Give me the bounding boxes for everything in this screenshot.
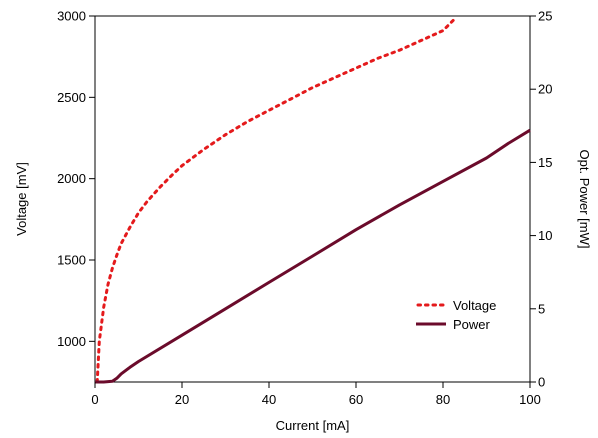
x-tick-label: 40	[262, 392, 276, 407]
y-left-tick-label: 1000	[57, 334, 86, 349]
x-tick-label: 60	[349, 392, 363, 407]
y-right-axis-label: Opt. Power [mW]	[577, 150, 592, 249]
x-tick-label: 100	[519, 392, 541, 407]
y-right-tick-label: 25	[538, 9, 552, 24]
legend-power-label: Power	[453, 317, 491, 332]
x-tick-label: 20	[175, 392, 189, 407]
y-left-tick-label: 1500	[57, 253, 86, 268]
x-axis-label: Current [mA]	[276, 418, 350, 433]
x-tick-label: 80	[436, 392, 450, 407]
y-left-axis-label: Voltage [mV]	[14, 162, 29, 236]
series-layer	[95, 16, 531, 384]
y-left-tick-label: 2500	[57, 90, 86, 105]
x-tick-label: 0	[91, 392, 98, 407]
plot-area	[94, 15, 531, 383]
y-right-tick-label: 10	[538, 228, 552, 243]
axes-layer: 0 20 40 60 80 100 1000 1500 2000 2500 3000 0 5 10 15 20…	[57, 9, 552, 408]
series-voltage-line	[95, 16, 458, 384]
y-right-tick-label: 15	[538, 155, 552, 170]
y-right-tick-label: 0	[538, 375, 545, 390]
y-right-tick-label: 20	[538, 82, 552, 97]
y-right-tick-label: 5	[538, 301, 545, 316]
y-left-tick-label: 3000	[57, 9, 86, 24]
legend: Voltage Power	[416, 298, 496, 332]
y-left-tick-label: 2000	[57, 171, 86, 186]
legend-voltage-label: Voltage	[453, 298, 496, 313]
series-power-line	[95, 128, 531, 384]
plot-frame	[94, 15, 531, 383]
